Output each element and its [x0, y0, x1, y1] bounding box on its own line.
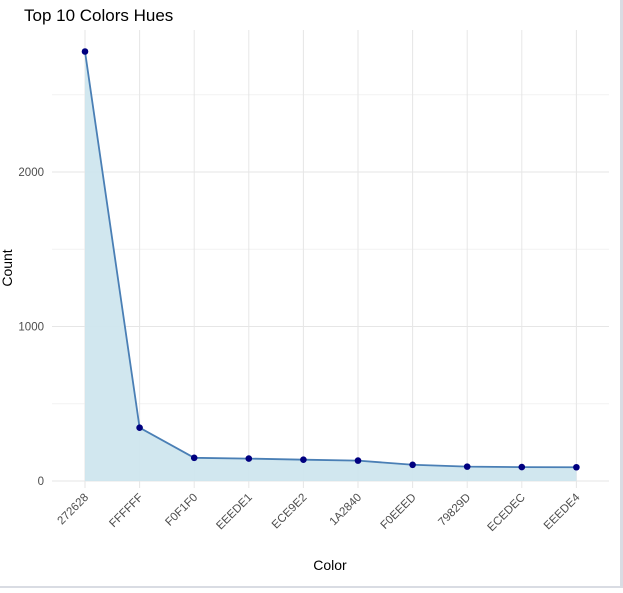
- x-tick-label: 272628: [56, 492, 92, 528]
- x-tick-label: F0EEED: [379, 492, 419, 532]
- x-tick-label: EEEDE4: [542, 491, 583, 532]
- data-point-EEEDE1: [245, 455, 253, 462]
- y-axis-label: Count: [0, 249, 15, 286]
- area-fill: [85, 51, 577, 482]
- grid-lines: [52, 30, 609, 488]
- window-edge-bottom: [0, 586, 623, 588]
- x-tick-label: 79829D: [436, 492, 473, 529]
- data-point-272628: [81, 48, 89, 55]
- data-point-1A2840: [354, 457, 362, 464]
- series-line: [84, 51, 577, 469]
- data-points: [81, 48, 580, 471]
- data-point-ECE9E2: [300, 456, 307, 463]
- data-point-FFFFFF: [136, 424, 143, 431]
- x-tick-label: FFFFFF: [107, 492, 145, 530]
- y-tick-label: 2000: [18, 167, 44, 179]
- data-point-F0F1F0: [190, 454, 198, 462]
- x-tick-label: ECE9E2: [270, 492, 310, 532]
- x-tick-label: 1A2840: [328, 492, 365, 529]
- x-tick-label: ECEDEC: [486, 492, 528, 534]
- y-tick-label: 1000: [18, 322, 44, 334]
- x-tick-label: EEEDE1: [214, 492, 255, 533]
- data-point-EEEDE4: [573, 463, 580, 471]
- x-tick-label: F0F1F0: [163, 492, 200, 529]
- data-point-79829D: [463, 463, 471, 470]
- data-point-ECEDEC: [518, 463, 526, 471]
- window-edge-right: [620, 0, 623, 588]
- data-point-F0EEED: [409, 461, 416, 469]
- y-tick-label: 0: [38, 476, 44, 488]
- x-axis-tick-labels: 272628 FFFFFF F0F1F0 EEEDE1 ECE9E2 1A2840 F0EE…: [56, 491, 583, 534]
- chart-title: Top 10 Colors Hues: [24, 6, 173, 25]
- x-axis-label: Color: [313, 557, 347, 573]
- y-axis-tick-labels: 0 1000 2000: [18, 167, 44, 488]
